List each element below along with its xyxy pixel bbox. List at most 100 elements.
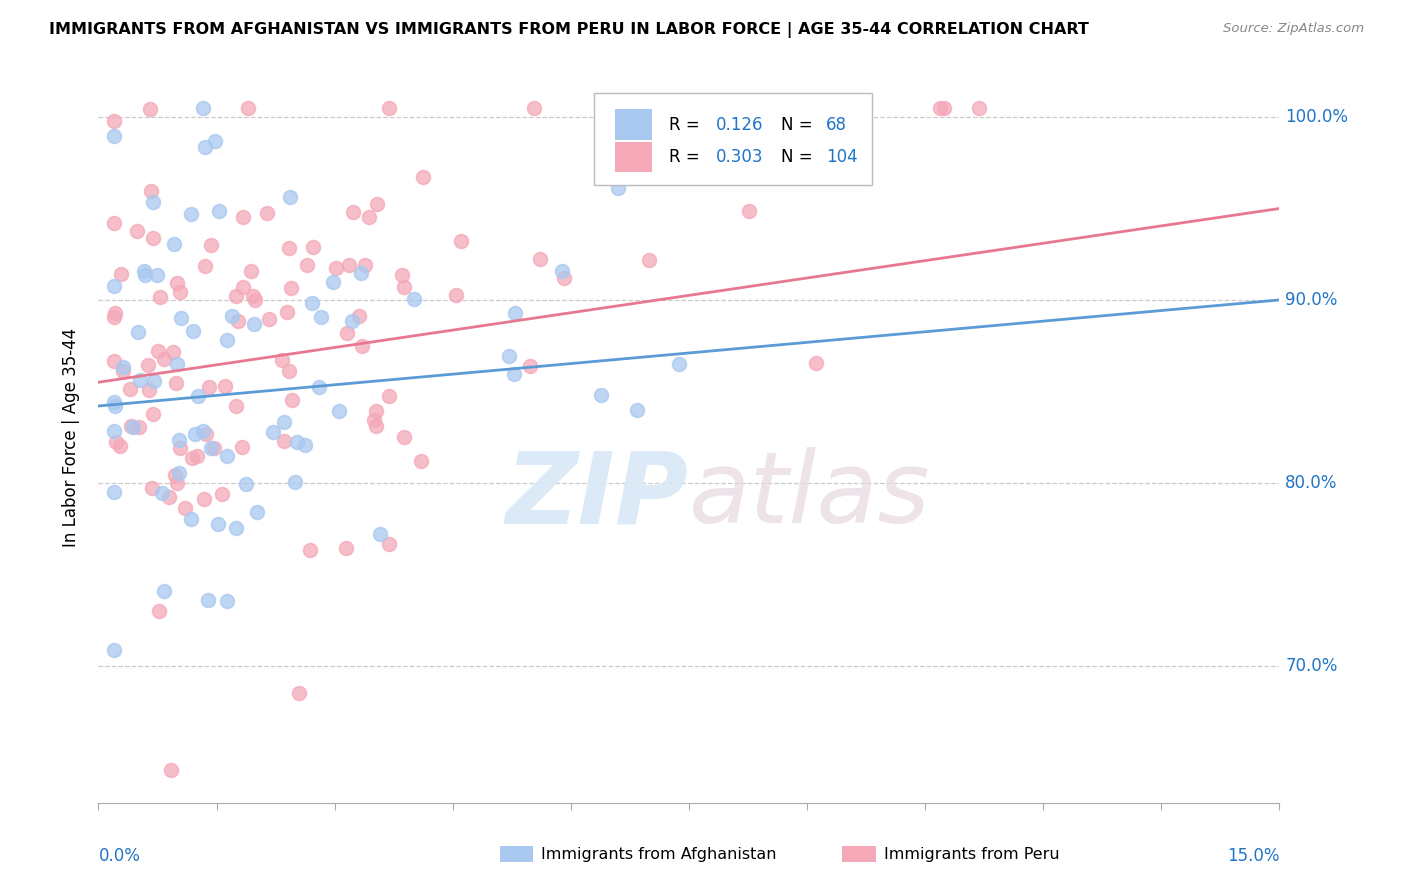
Point [194, 140, 217, 154]
Point [748, 145, 770, 160]
Point [392, 280, 415, 294]
Point [180, 207, 202, 221]
Point [284, 475, 307, 489]
Point [104, 306, 127, 320]
Point [308, 380, 330, 394]
Point [328, 403, 350, 417]
Point [112, 364, 135, 378]
Point [523, 101, 546, 115]
Point [288, 686, 311, 700]
Point [112, 359, 135, 374]
Point [347, 309, 370, 323]
Point [148, 604, 170, 618]
Point [232, 280, 254, 294]
Text: IMMIGRANTS FROM AFGHANISTAN VS IMMIGRANTS FROM PERU IN LABOR FORCE | AGE 35-44 C: IMMIGRANTS FROM AFGHANISTAN VS IMMIGRANT… [49, 22, 1090, 38]
Text: atlas: atlas [689, 447, 931, 544]
Point [378, 389, 401, 403]
Point [378, 537, 401, 551]
Point [136, 359, 159, 373]
Point [103, 114, 125, 128]
Point [146, 268, 169, 282]
Point [127, 325, 149, 339]
Point [103, 216, 125, 230]
Point [242, 289, 264, 303]
Point [200, 238, 222, 252]
Point [104, 400, 127, 414]
Point [169, 285, 191, 299]
Point [152, 485, 174, 500]
Point [364, 404, 387, 418]
Point [226, 313, 249, 327]
Text: 0.0%: 0.0% [98, 847, 141, 864]
Point [142, 231, 165, 245]
Point [276, 304, 298, 318]
Point [321, 275, 343, 289]
Point [200, 441, 222, 455]
Text: Source: ZipAtlas.com: Source: ZipAtlas.com [1223, 22, 1364, 36]
Point [366, 197, 388, 211]
Point [103, 310, 125, 324]
FancyBboxPatch shape [595, 94, 872, 185]
Point [277, 364, 299, 378]
Point [278, 190, 301, 204]
Point [103, 485, 125, 500]
Point [342, 205, 364, 219]
Point [225, 400, 247, 414]
Text: 70.0%: 70.0% [1285, 657, 1337, 674]
Point [340, 314, 363, 328]
Point [139, 184, 162, 198]
Point [529, 252, 551, 266]
Point [295, 258, 318, 272]
Point [143, 375, 166, 389]
Point [211, 487, 233, 501]
Point [256, 205, 278, 219]
Point [232, 210, 254, 224]
Point [122, 420, 145, 434]
Text: Immigrants from Peru: Immigrants from Peru [884, 847, 1060, 862]
Text: R =: R = [669, 148, 704, 166]
Point [127, 224, 149, 238]
Point [146, 344, 169, 359]
Point [215, 449, 238, 463]
Point [246, 505, 269, 519]
Point [377, 101, 399, 115]
Point [191, 424, 214, 438]
Point [157, 490, 180, 504]
Point [932, 101, 955, 115]
Point [271, 352, 294, 367]
Point [202, 442, 225, 456]
Text: Immigrants from Afghanistan: Immigrants from Afghanistan [541, 847, 776, 862]
Point [519, 359, 541, 373]
Point [142, 407, 165, 421]
Point [204, 134, 226, 148]
Point [402, 292, 425, 306]
Point [309, 310, 332, 325]
Point [666, 126, 689, 140]
Text: N =: N = [782, 148, 818, 166]
Point [394, 430, 416, 444]
Point [191, 102, 214, 116]
Point [498, 349, 520, 363]
Point [132, 264, 155, 278]
Point [450, 234, 472, 248]
Text: 104: 104 [825, 148, 858, 166]
Point [287, 434, 309, 449]
Point [298, 543, 321, 558]
Point [197, 592, 219, 607]
Point [103, 128, 125, 143]
Point [928, 101, 950, 115]
Point [366, 418, 388, 433]
Point [370, 527, 392, 541]
Point [187, 388, 209, 402]
Point [167, 434, 190, 448]
Point [105, 435, 128, 450]
Point [166, 276, 188, 290]
Point [357, 211, 380, 225]
Point [167, 466, 190, 480]
Point [207, 517, 229, 532]
Point [138, 383, 160, 397]
Point [165, 468, 187, 483]
Point [103, 643, 125, 657]
Point [195, 426, 218, 441]
Point [166, 357, 188, 371]
